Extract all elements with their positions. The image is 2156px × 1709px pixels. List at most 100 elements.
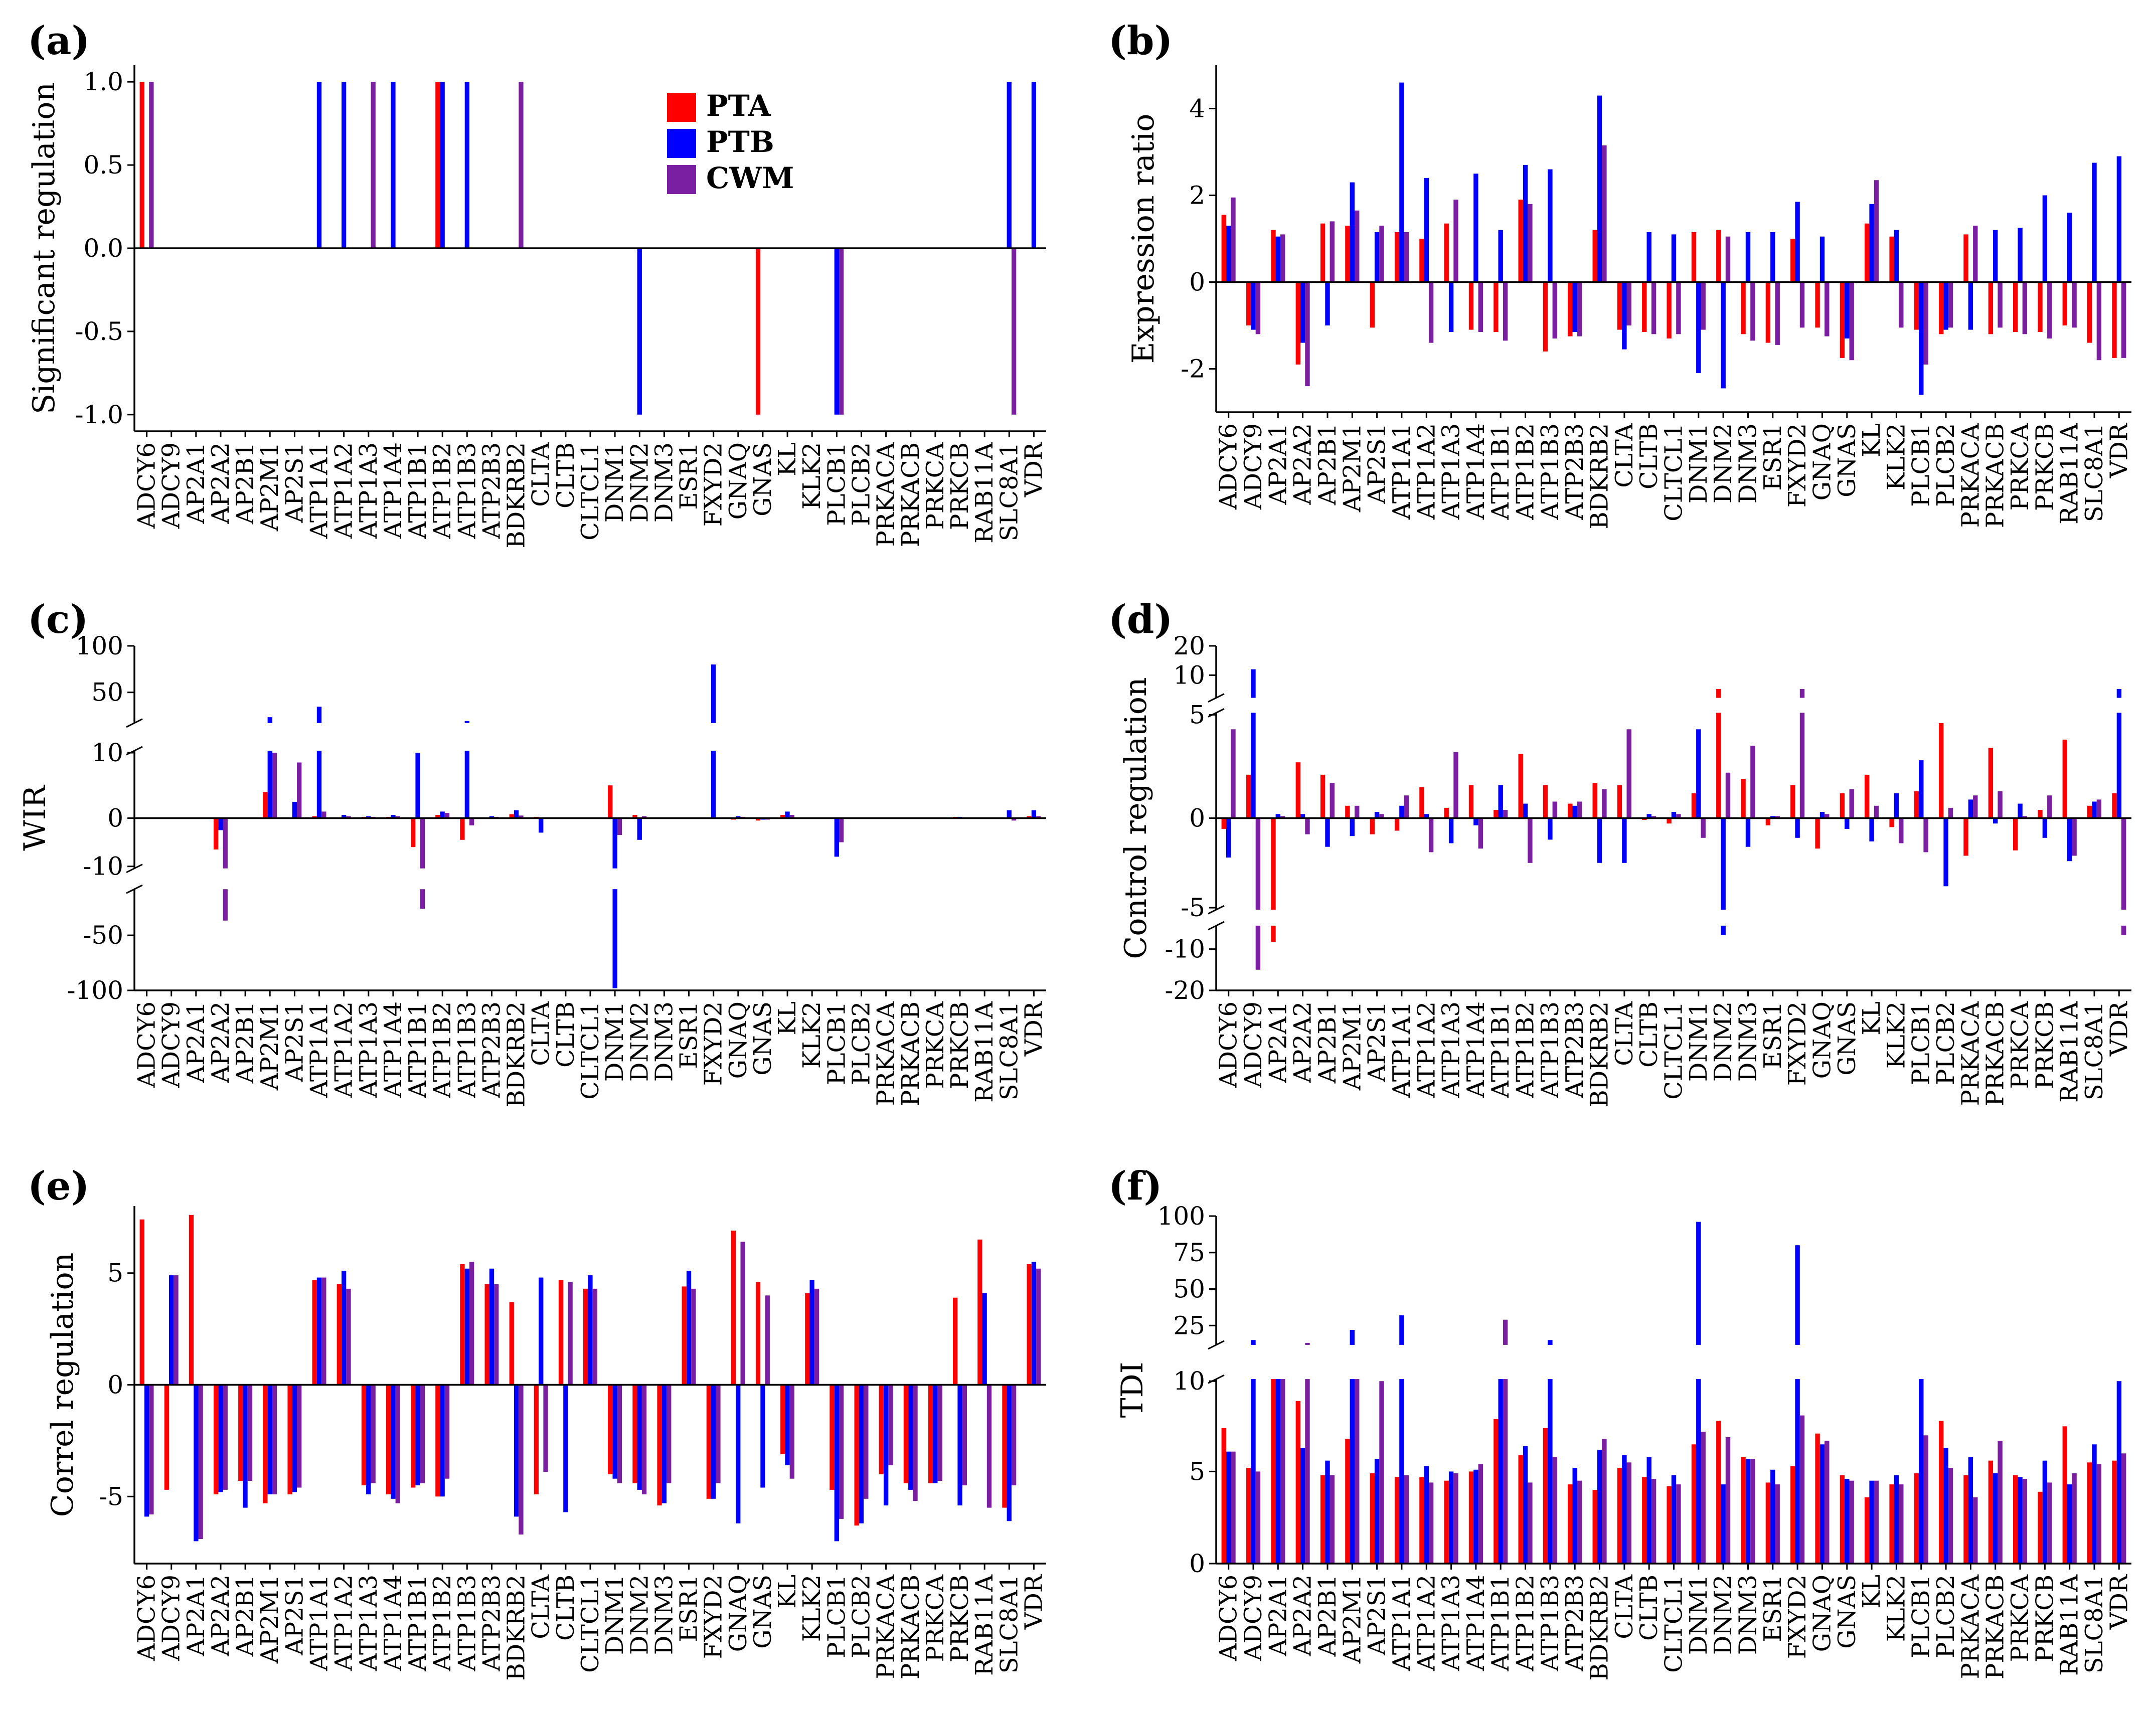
- bar-cwm-atp1b3: [1552, 1457, 1557, 1564]
- bar-ptb-atp1a1: [1399, 805, 1404, 818]
- bar-ptb-clta: [1622, 818, 1627, 863]
- bar-pta-bdkrb2: [1592, 1490, 1597, 1564]
- bar-cwm-ap2b1: [1330, 783, 1335, 818]
- bar-pta-atp1a2: [1419, 787, 1424, 818]
- bar-ptb-atp1b3: [464, 82, 469, 248]
- legend-swatch-pta: [667, 93, 696, 122]
- bar-ptb-atp1a2: [342, 82, 347, 248]
- x-tick-label: PRKCB: [946, 442, 974, 530]
- bar-ptb-dnm2: [1721, 1484, 1726, 1564]
- x-tick-label: AP2A2: [1289, 423, 1317, 505]
- bar-pta-slc8a1: [2087, 1462, 2092, 1564]
- bar-ptb-gnas: [1845, 1479, 1850, 1564]
- bar-cwm-cltb: [568, 1282, 573, 1385]
- x-tick-label: DNM3: [650, 442, 678, 523]
- bar-pta-prkaca: [1963, 234, 1968, 282]
- bar-cwm-klk2: [1899, 818, 1904, 843]
- bar-ptb-atp1b2: [440, 82, 445, 248]
- bar-pta-rab11a: [2062, 282, 2067, 325]
- x-tick-label: CLTB: [552, 442, 580, 508]
- x-tick-label: DNM3: [1734, 423, 1762, 503]
- x-tick-label: ATP1B1: [1486, 1575, 1515, 1672]
- x-tick-label: ATP1B2: [1512, 1001, 1540, 1099]
- x-tick-label: BDKRB2: [503, 1001, 531, 1108]
- bar-pta-plcb1: [1914, 1473, 1919, 1564]
- bar-pta-dnm3: [1741, 282, 1746, 334]
- x-tick-label: CLTCL1: [1660, 1575, 1688, 1673]
- bar-ptb-atp1b1: [1498, 785, 1503, 818]
- bar-cwm-prkca: [2022, 1479, 2028, 1564]
- y-tick-label: -50: [83, 921, 123, 950]
- bar-cwm-rab11a: [986, 1385, 992, 1508]
- bar-ptb-prkca: [2018, 803, 2023, 818]
- bar-cwm-atp1b2: [444, 813, 450, 818]
- bar-pta-atp2b3: [1568, 1484, 1573, 1564]
- bar-pta-gnaq: [731, 1231, 736, 1385]
- bar-ptb-dnm2: [637, 248, 642, 415]
- bar-pta-ap2s1: [287, 1385, 292, 1494]
- bar-cwm-klk2: [1899, 1484, 1904, 1564]
- bar-pta-gnas: [1840, 793, 1845, 818]
- x-tick-label: CLTCL1: [576, 1001, 604, 1100]
- x-tick-label: BDKRB2: [1586, 1001, 1614, 1108]
- bar-cwm-plcb2: [1948, 282, 1953, 328]
- bar-cwm-ap2b1: [1330, 221, 1335, 282]
- bar-cwm-atp1a1: [1404, 795, 1409, 818]
- bar-pta-cltcl1: [583, 1288, 588, 1385]
- axis-break-gap: [131, 723, 1049, 751]
- bar-ptb-ap2b1: [243, 1385, 248, 1508]
- bar-ptb-prkca: [2018, 1477, 2023, 1564]
- bar-cwm-dnm3: [667, 1385, 672, 1483]
- bar-pta-clta: [534, 1385, 539, 1494]
- bar-cwm-slc8a1: [1012, 248, 1017, 415]
- x-tick-label: SLC8A1: [995, 1575, 1023, 1673]
- y-axis-label: Significant regulation: [27, 82, 62, 414]
- x-tick-label: CLTA: [527, 1001, 555, 1066]
- bar-ptb-cltb: [1646, 232, 1651, 282]
- bar-ptb-vdr: [2116, 689, 2122, 818]
- bar-pta-kl: [780, 1385, 785, 1454]
- panel-label: (f): [1108, 1163, 1162, 1209]
- y-tick-label: 0.5: [83, 150, 123, 180]
- x-tick-label: BDKRB2: [1586, 1575, 1614, 1681]
- bar-pta-cltb: [1642, 818, 1647, 820]
- bar-ptb-atp1a4: [1473, 1469, 1478, 1564]
- bar-cwm-atp1a3: [371, 82, 376, 248]
- bar-pta-atp1b3: [460, 818, 465, 840]
- bar-cwm-bdkrb2: [1602, 145, 1607, 282]
- bar-cwm-ap2a1: [1280, 816, 1285, 818]
- bar-cwm-cltb: [1651, 282, 1656, 334]
- bar-cwm-prkca: [937, 1385, 942, 1481]
- bar-pta-gnas: [1840, 1475, 1845, 1564]
- bar-cwm-ap2a2: [1305, 1342, 1310, 1564]
- x-tick-label: CLTB: [552, 1575, 580, 1641]
- bar-pta-adcy6: [1221, 215, 1226, 282]
- x-tick-label: ATP1A4: [379, 1001, 407, 1098]
- bar-pta-cltcl1: [1667, 1486, 1672, 1564]
- x-tick-label: ADCY9: [1239, 1575, 1267, 1661]
- x-tick-label: BDKRB2: [503, 1575, 531, 1681]
- x-tick-label: DNM1: [1685, 1575, 1713, 1655]
- y-axis-label: Expression ratio: [1126, 114, 1161, 364]
- x-tick-label: ATP1B1: [404, 1001, 432, 1099]
- x-tick-label: CLTA: [1610, 423, 1638, 488]
- bar-pta-dnm2: [632, 815, 637, 818]
- x-tick-label: ATP1A3: [1437, 1001, 1465, 1098]
- bar-ptb-atp1a1: [1399, 82, 1404, 282]
- bar-pta-slc8a1: [1002, 1385, 1007, 1508]
- x-tick-label: PRKCB: [2031, 423, 2059, 511]
- y-tick-label: 10: [1173, 660, 1205, 690]
- x-tick-label: KLK2: [798, 1001, 826, 1069]
- y-tick-label: 25: [1173, 1311, 1205, 1340]
- x-tick-label: AP2A1: [1264, 1001, 1292, 1084]
- bar-ptb-ap2a1: [1275, 814, 1280, 818]
- bar-ptb-dnm1: [612, 818, 617, 988]
- bar-pta-kl: [1865, 774, 1870, 818]
- bar-ptb-ap2s1: [292, 1385, 297, 1492]
- bar-ptb-plcb2: [1943, 818, 1948, 887]
- x-tick-label: PRKCB: [2031, 1001, 2059, 1089]
- panel-label: (e): [28, 1163, 89, 1209]
- x-tick-label: AP2A2: [207, 1575, 235, 1657]
- bar-pta-dnm1: [1691, 793, 1697, 818]
